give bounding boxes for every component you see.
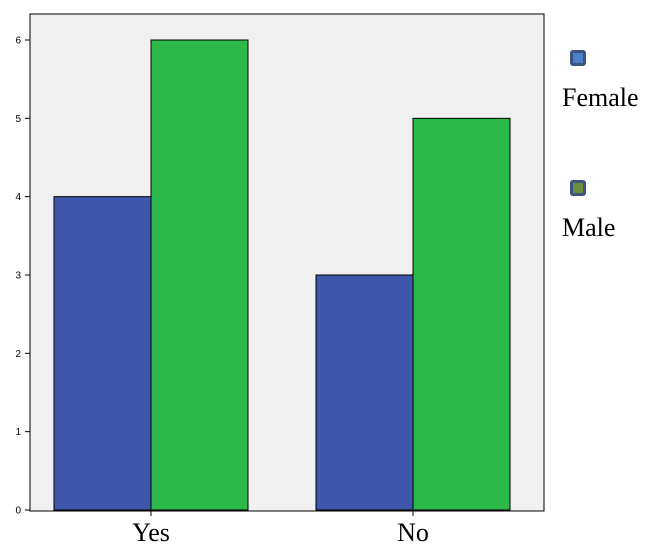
y-tick-label: 5 — [15, 114, 21, 125]
y-axis: 0 1 2 3 4 5 6 — [15, 36, 30, 517]
y-tick-label: 4 — [15, 192, 21, 203]
y-tick-label: 3 — [15, 271, 21, 282]
y-tick-label: 2 — [15, 349, 21, 360]
legend-swatch-female — [570, 50, 586, 66]
x-category-label: Yes — [132, 518, 170, 545]
legend-label-female: Female — [562, 83, 639, 112]
legend-label-male: Male — [562, 213, 616, 242]
bar-female-yes — [53, 196, 152, 511]
y-tick-label: 0 — [15, 506, 21, 517]
y-tick-label: 1 — [15, 427, 21, 438]
y-tick-label: 6 — [15, 36, 21, 47]
x-axis: Yes No — [132, 511, 429, 545]
bar-male-yes — [150, 39, 249, 511]
bar-male-no — [412, 117, 511, 511]
bar-female-no — [315, 274, 414, 511]
bars-group — [53, 39, 511, 511]
x-category-label: No — [397, 518, 429, 545]
legend-swatch-male — [570, 180, 586, 196]
